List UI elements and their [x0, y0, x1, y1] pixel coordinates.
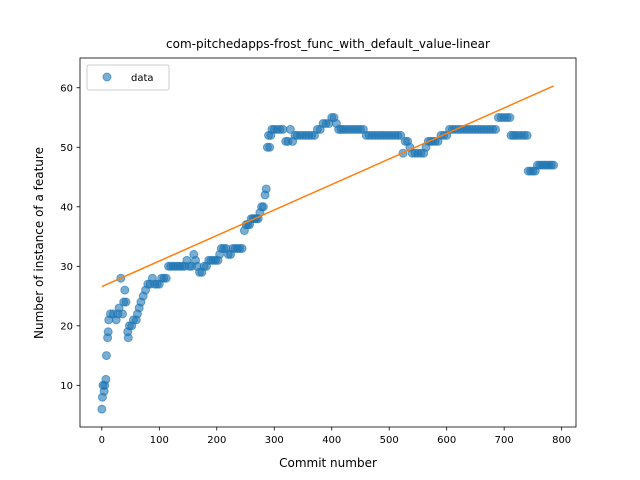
data-point: [118, 309, 128, 319]
data-point: [103, 327, 113, 337]
x-tick-label: 800: [552, 435, 571, 446]
data-point: [237, 243, 247, 253]
x-tick-label: 700: [495, 435, 514, 446]
y-tick-label: 20: [60, 321, 73, 332]
data-point: [123, 333, 133, 343]
legend-marker: [102, 72, 112, 82]
x-tick-label: 0: [99, 435, 105, 446]
data-point: [261, 184, 271, 194]
data-point: [505, 113, 515, 123]
data-point: [101, 374, 111, 384]
data-point: [278, 124, 288, 134]
y-tick-label: 40: [60, 202, 73, 213]
data-point: [161, 273, 171, 283]
data-point: [396, 130, 406, 140]
data-point: [121, 297, 131, 307]
x-tick-label: 400: [322, 435, 341, 446]
data-point: [522, 130, 532, 140]
x-tick-label: 600: [437, 435, 456, 446]
x-tick-label: 200: [207, 435, 226, 446]
data-point: [491, 124, 501, 134]
data-point: [258, 202, 268, 212]
legend-label: data: [131, 73, 154, 84]
x-tick-label: 100: [150, 435, 169, 446]
legend: data: [86, 64, 170, 91]
x-tick-label: 500: [380, 435, 399, 446]
data-point: [120, 285, 130, 295]
axes-frame: [79, 57, 577, 428]
data-point: [549, 160, 559, 170]
y-tick-label: 50: [60, 143, 73, 154]
y-tick-label: 10: [60, 381, 73, 392]
y-tick-label: 60: [60, 83, 73, 94]
data-point: [285, 124, 295, 134]
data-point: [265, 142, 275, 152]
y-tick-label: 30: [60, 262, 73, 273]
y-axis-title: Number of instance of a feature: [32, 147, 46, 339]
x-axis-title: Commit number: [279, 456, 377, 470]
x-tick-label: 300: [265, 435, 284, 446]
data-point: [97, 404, 107, 414]
plot-area: [97, 85, 559, 414]
fit-line: [101, 85, 554, 288]
axes: 0 100 200 300 400 500 600 700 800 10 20 30 40 50 60: [60, 57, 577, 446]
data-point: [101, 351, 111, 361]
legend-box: [86, 64, 170, 91]
chart-title: com-pitchedapps-frost_func_with_default_…: [166, 37, 490, 51]
